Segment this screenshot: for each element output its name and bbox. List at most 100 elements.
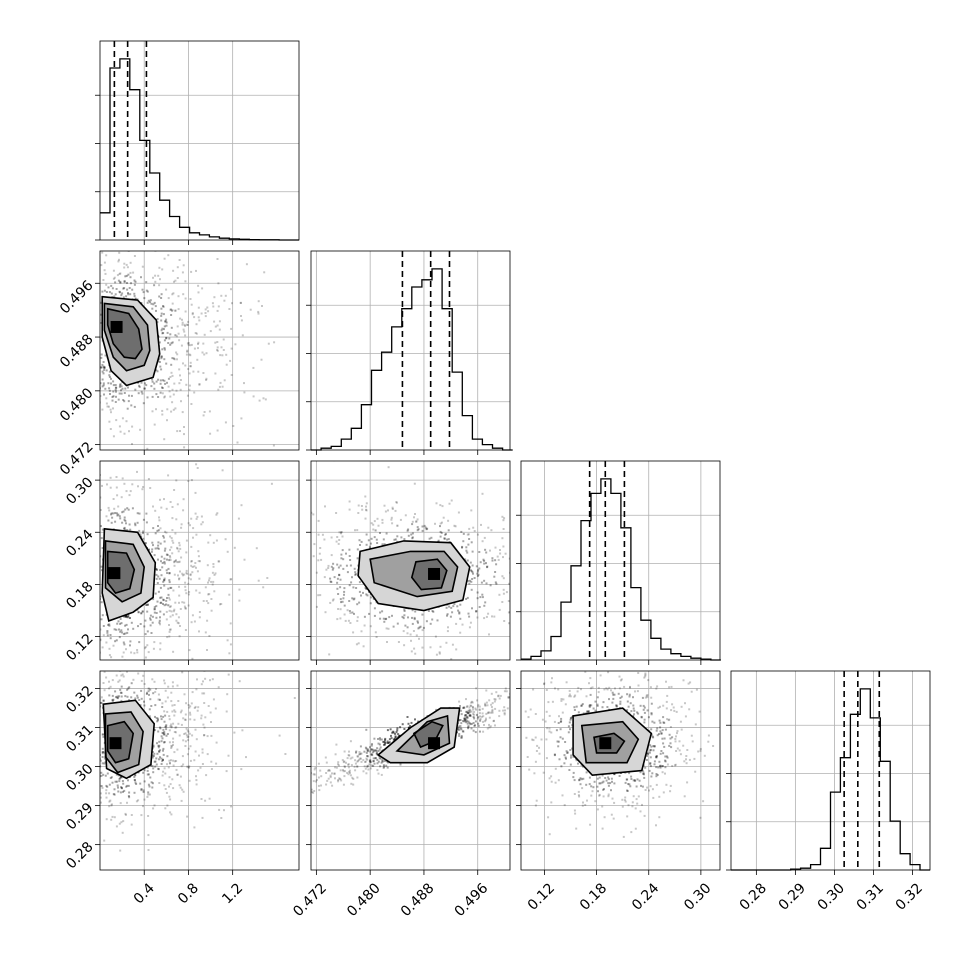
sample-point [367, 748, 370, 751]
sample-point [353, 765, 356, 768]
sample-point [101, 290, 104, 293]
sample-point [159, 698, 161, 701]
sample-point [381, 760, 384, 763]
sample-point [379, 611, 382, 614]
sample-point [91, 350, 93, 352]
sample-point [483, 720, 486, 723]
sample-point [164, 320, 167, 323]
sample-point [391, 506, 394, 509]
sample-point [120, 695, 123, 698]
sample-point [178, 635, 181, 638]
sample-point [162, 313, 165, 316]
sample-point [124, 632, 127, 635]
sample-point [144, 619, 147, 622]
sample-point [495, 563, 498, 566]
sample-point [147, 478, 150, 480]
sample-point [181, 574, 184, 577]
sample-point [388, 738, 391, 741]
sample-point [312, 780, 315, 783]
sample-point [468, 714, 471, 717]
sample-point [347, 619, 350, 622]
sample-point [190, 303, 193, 306]
sample-point [337, 779, 340, 781]
sample-point [117, 786, 119, 789]
sample-point [357, 759, 360, 762]
sample-point [181, 601, 184, 604]
sample-point [475, 713, 478, 716]
sample-point [162, 598, 165, 601]
sample-point [185, 571, 188, 574]
sample-point [132, 271, 135, 274]
sample-point [503, 620, 506, 622]
sample-point [245, 263, 248, 266]
sample-point [373, 614, 376, 617]
sample-point [486, 712, 489, 715]
sample-point [155, 763, 158, 766]
sample-point [146, 447, 149, 450]
sample-point [617, 692, 620, 695]
sample-point [467, 543, 470, 546]
sample-point [379, 757, 382, 760]
sample-point [164, 320, 167, 323]
sample-point [636, 802, 639, 805]
sample-point [174, 407, 177, 410]
sample-point [588, 704, 591, 707]
sample-point [471, 550, 474, 553]
sample-point [216, 429, 219, 432]
sample-point [117, 505, 120, 508]
sample-point [476, 572, 479, 575]
sample-point [328, 653, 331, 656]
sample-point [606, 706, 609, 708]
sample-point [486, 566, 488, 569]
sample-point [177, 295, 180, 298]
sample-point [217, 388, 220, 391]
sample-point [86, 319, 88, 321]
sample-point [175, 768, 178, 771]
sample-point [332, 598, 335, 601]
sample-point [126, 288, 129, 291]
sample-point [169, 798, 172, 801]
sample-point [128, 494, 131, 497]
sample-point [205, 377, 208, 380]
sample-point [479, 596, 482, 599]
sample-point [130, 823, 133, 826]
sample-point [182, 498, 185, 501]
sample-point [488, 726, 491, 729]
sample-point [92, 578, 94, 580]
sample-point [133, 652, 136, 655]
sample-point [146, 795, 149, 798]
sample-point [382, 764, 385, 767]
sample-point [168, 581, 171, 584]
sample-point [166, 381, 168, 384]
sample-point [357, 642, 360, 645]
sample-point [348, 600, 351, 602]
sample-point [169, 615, 172, 618]
sample-point [85, 610, 87, 612]
sample-point [436, 619, 439, 622]
sample-point [190, 365, 192, 368]
sample-point [515, 694, 517, 696]
sample-point [519, 700, 521, 702]
sample-point [499, 549, 501, 551]
sample-point [417, 528, 420, 531]
sample-point [93, 564, 95, 566]
sample-point [149, 624, 152, 627]
sample-point [151, 548, 154, 551]
sample-point [180, 799, 183, 802]
sample-point [369, 759, 372, 762]
sample-point [143, 387, 146, 390]
sample-point [178, 577, 181, 580]
sample-point [215, 762, 218, 765]
sample-point [658, 719, 661, 722]
sample-point [147, 783, 150, 786]
sample-point [93, 676, 95, 678]
sample-point [526, 756, 529, 758]
sample-point [109, 428, 112, 430]
sample-point [181, 321, 184, 324]
sample-point [147, 299, 150, 302]
sample-point [128, 791, 131, 794]
sample-point [123, 432, 126, 435]
sample-point [160, 307, 163, 310]
sample-point [56, 637, 58, 639]
sample-point [121, 511, 124, 514]
